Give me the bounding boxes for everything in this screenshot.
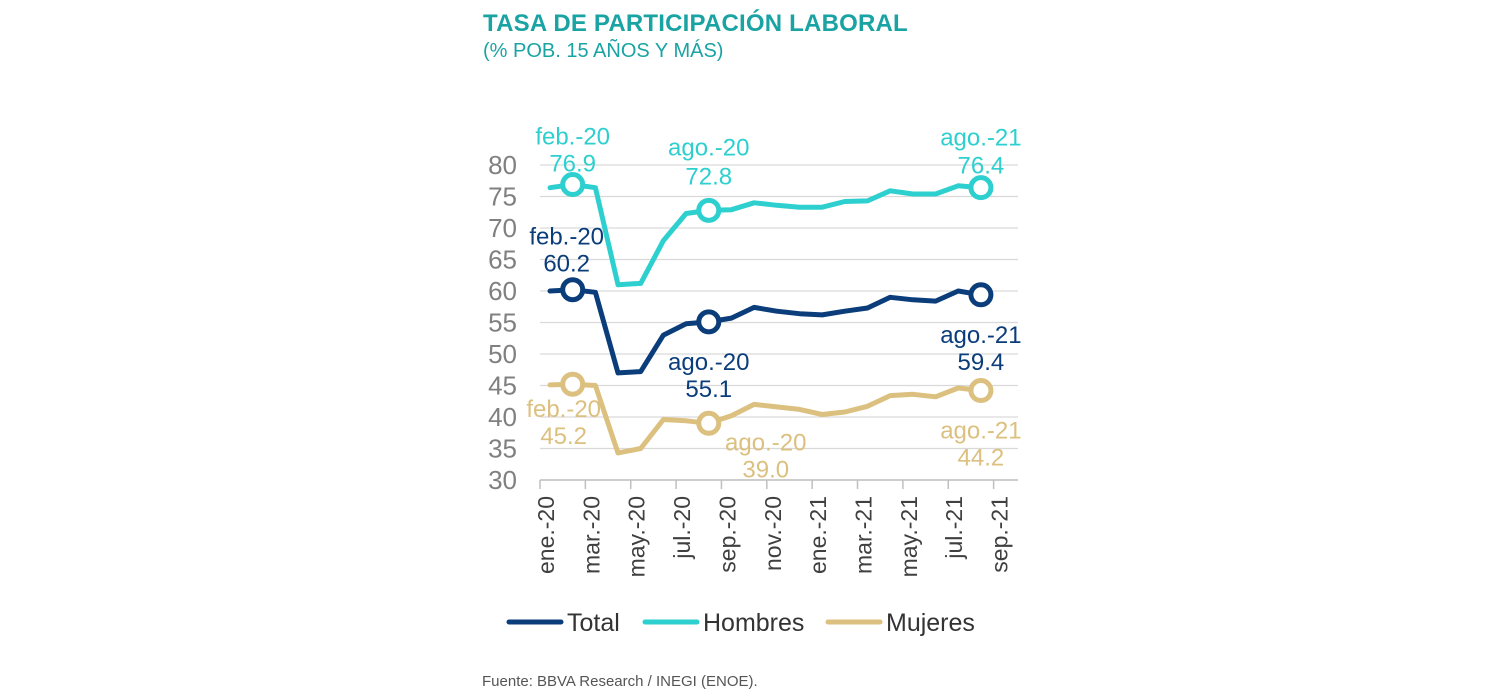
marker-mujeres-ago.-20 [696, 410, 722, 436]
data-label-value: 76.4 [958, 153, 1005, 180]
data-label-date: ago.-21 [940, 418, 1021, 445]
y-tick-label: 45 [488, 371, 517, 401]
x-tick-label: may.-20 [624, 496, 650, 577]
data-label-value: 72.8 [685, 163, 732, 190]
marker-total-ago.-20 [696, 309, 722, 335]
x-tick-label: nov.-20 [760, 496, 786, 571]
marker-hombres-feb.-20 [560, 172, 586, 198]
x-tick-label: jul.-20 [669, 496, 695, 560]
data-labels: feb.-2076.9ago.-2072.8ago.-2176.4feb.-20… [526, 124, 1021, 484]
data-label-date: feb.-20 [535, 124, 610, 151]
x-tick-label: may.-21 [896, 496, 922, 577]
x-tick-label: ene.-20 [533, 496, 559, 574]
y-tick-label: 80 [488, 150, 517, 180]
data-label-date: ago.-20 [725, 429, 806, 456]
chart-title: TASA DE PARTICIPACIÓN LABORAL [483, 10, 908, 37]
y-tick-label: 60 [488, 276, 517, 306]
y-tick-label: 75 [488, 182, 517, 212]
data-label-date: ago.-21 [940, 125, 1021, 152]
y-tick-label: 55 [488, 308, 517, 338]
data-label-value: 39.0 [742, 456, 789, 483]
series-line-hombres [547, 182, 984, 288]
x-tick-label: mar.-20 [578, 496, 604, 574]
data-label-date: feb.-20 [526, 396, 601, 423]
y-tick-label: 35 [488, 434, 517, 464]
data-label-value: 60.2 [543, 251, 590, 278]
marker-total-feb.-20 [560, 277, 586, 303]
x-tick-label: ene.-21 [805, 496, 831, 574]
data-label-value: 44.2 [958, 445, 1005, 472]
series-line-total [547, 287, 984, 376]
data-label-date: ago.-21 [940, 322, 1021, 349]
x-tick-label: sep.-21 [987, 496, 1013, 573]
highlight-markers [560, 172, 994, 436]
x-axis: ene.-20 mar.-20 may.-20 jul.-20 sep.-20 nov.-… [533, 479, 1018, 577]
chart-subtitle: (% POB. 15 AÑOS Y MÁS) [483, 40, 724, 62]
marker-hombres-ago.-20 [696, 197, 722, 223]
data-label-value: 55.1 [685, 376, 732, 403]
y-tick-label: 50 [488, 339, 517, 369]
data-label-value: 45.2 [540, 423, 587, 450]
marker-hombres-ago.-21 [968, 175, 994, 201]
marker-total-ago.-21 [968, 282, 994, 308]
data-label-date: feb.-20 [529, 224, 604, 251]
legend-label-hombres: Hombres [703, 609, 804, 637]
x-tick-label: sep.-20 [714, 496, 740, 573]
legend-label-total: Total [567, 609, 620, 637]
legend: Total Hombres Mujeres [506, 609, 975, 637]
series-line-mujeres [547, 381, 984, 456]
y-tick-label: 40 [488, 402, 517, 432]
marker-mujeres-ago.-21 [968, 378, 994, 404]
y-tick-label: 65 [488, 245, 517, 275]
source-note: Fuente: BBVA Research / INEGI (ENOE). [482, 673, 758, 690]
data-label-date: ago.-20 [668, 134, 749, 161]
data-label-value: 76.9 [549, 151, 596, 178]
y-tick-label: 30 [488, 465, 517, 495]
data-label-value: 59.4 [958, 349, 1005, 376]
series-lines [547, 182, 984, 456]
y-tick-label: 70 [488, 213, 517, 243]
data-label-date: ago.-20 [668, 349, 749, 376]
x-tick-label: jul.-21 [941, 496, 967, 560]
x-tick-label: mar.-21 [851, 496, 877, 574]
legend-label-mujeres: Mujeres [886, 609, 975, 637]
marker-mujeres-feb.-20 [560, 371, 586, 397]
